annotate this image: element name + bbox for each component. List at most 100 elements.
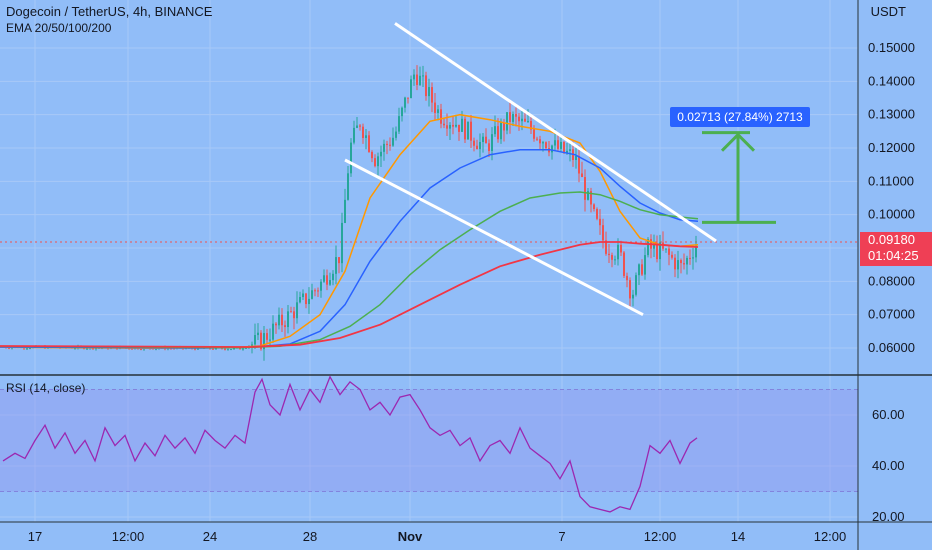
candle-body — [305, 293, 307, 305]
price-tick-label: 0.10000 — [868, 207, 915, 222]
candle-body — [407, 97, 409, 99]
candle-body — [635, 275, 637, 295]
candle-body — [353, 127, 355, 143]
candle-body — [266, 333, 268, 340]
ema-line-ema200 — [0, 241, 699, 348]
candle-body — [485, 136, 487, 144]
candle-body — [557, 140, 559, 149]
candle-body — [440, 109, 442, 124]
price-tick-label: 0.13000 — [868, 107, 915, 122]
candle-body — [473, 140, 475, 146]
rsi-line — [2, 375, 698, 513]
price-tick-label: 0.15000 — [868, 40, 915, 55]
candle-body — [665, 248, 667, 250]
candle-body — [263, 333, 265, 350]
candle-body — [341, 222, 343, 264]
candle-body — [509, 112, 511, 122]
candle-body — [74, 348, 76, 350]
time-tick-label: Nov — [398, 529, 423, 544]
price-grid — [0, 0, 858, 522]
candle-body — [536, 138, 538, 140]
candle-body — [362, 126, 364, 138]
candle-body — [530, 120, 532, 130]
candle-body — [260, 332, 262, 350]
time-tick-label: 17 — [28, 529, 42, 544]
candle-body — [431, 87, 433, 103]
candle-body — [398, 116, 400, 132]
candle-body — [521, 118, 523, 122]
candle-body — [671, 254, 673, 258]
candle-body — [140, 349, 142, 351]
candle-body — [275, 323, 277, 326]
candle-body — [659, 242, 661, 260]
candle-body — [545, 142, 547, 149]
candle-body — [302, 293, 304, 298]
candle-body — [401, 107, 403, 117]
candle-body — [422, 75, 424, 77]
candle-body — [299, 297, 301, 303]
candle-body — [674, 257, 676, 270]
candle-body — [680, 260, 682, 264]
candle-body — [410, 79, 412, 99]
candle-body — [404, 97, 406, 108]
time-tick-label: 7 — [558, 529, 565, 544]
candle-body — [449, 124, 451, 129]
candle-body — [491, 134, 493, 151]
candle-body — [365, 135, 367, 138]
candle-body — [584, 177, 586, 200]
candle-body — [332, 273, 334, 281]
last-price-tag: 0.09180 01:04:25 — [860, 232, 932, 266]
ema-line-ema100 — [0, 191, 699, 349]
upper-trendline — [394, 22, 717, 243]
candle-body — [461, 118, 463, 132]
candle-body — [230, 349, 232, 351]
time-tick-label: 12:00 — [814, 529, 847, 544]
candle-body — [356, 125, 358, 128]
candle-body — [503, 122, 505, 131]
candle-body — [644, 255, 646, 275]
candle-body — [479, 141, 481, 150]
candle-body — [281, 314, 283, 326]
symbol-title[interactable]: Dogecoin / TetherUS, 4h, BINANCE — [6, 4, 213, 19]
time-axis: 17 12:00 24 28 Nov 7 12:00 14 12:00 — [28, 529, 847, 544]
candle-body — [344, 199, 346, 223]
candle-body — [380, 151, 382, 157]
ema-lines — [0, 113, 699, 350]
candle-body — [395, 131, 397, 138]
candle-body — [599, 218, 601, 226]
candle-body — [227, 349, 229, 351]
candle-body — [482, 136, 484, 142]
candle-body — [293, 311, 295, 319]
candle-body — [377, 156, 379, 167]
candle-body — [623, 252, 625, 276]
candle-body — [515, 114, 517, 117]
candle-body — [437, 109, 439, 113]
candle-body — [587, 191, 589, 200]
candle-body — [350, 142, 352, 174]
candle-body — [242, 348, 244, 350]
time-tick-label: 14 — [731, 529, 745, 544]
candle-body — [347, 173, 349, 200]
candle-body — [452, 124, 454, 127]
ema-legend[interactable]: EMA 20/50/100/200 — [6, 21, 112, 35]
candle-body — [494, 126, 496, 135]
candle-body — [287, 311, 289, 328]
candle-body — [446, 125, 448, 129]
candle-body — [488, 143, 490, 151]
rsi-legend[interactable]: RSI (14, close) — [6, 381, 86, 395]
candle-body — [533, 129, 535, 139]
candle-body — [641, 264, 643, 275]
candle-body — [554, 140, 556, 146]
currency-label: USDT — [870, 4, 906, 19]
candle-body — [629, 280, 631, 299]
candle-body — [239, 347, 241, 350]
candle-body — [602, 225, 604, 241]
candle-body — [374, 158, 376, 167]
candle-body — [497, 126, 499, 140]
candle-body — [269, 339, 271, 341]
last-price-value: 0.09180 — [868, 232, 915, 247]
candle-body — [308, 298, 310, 305]
candle-body — [224, 348, 226, 350]
candle-body — [638, 264, 640, 276]
candle-body — [329, 280, 331, 285]
